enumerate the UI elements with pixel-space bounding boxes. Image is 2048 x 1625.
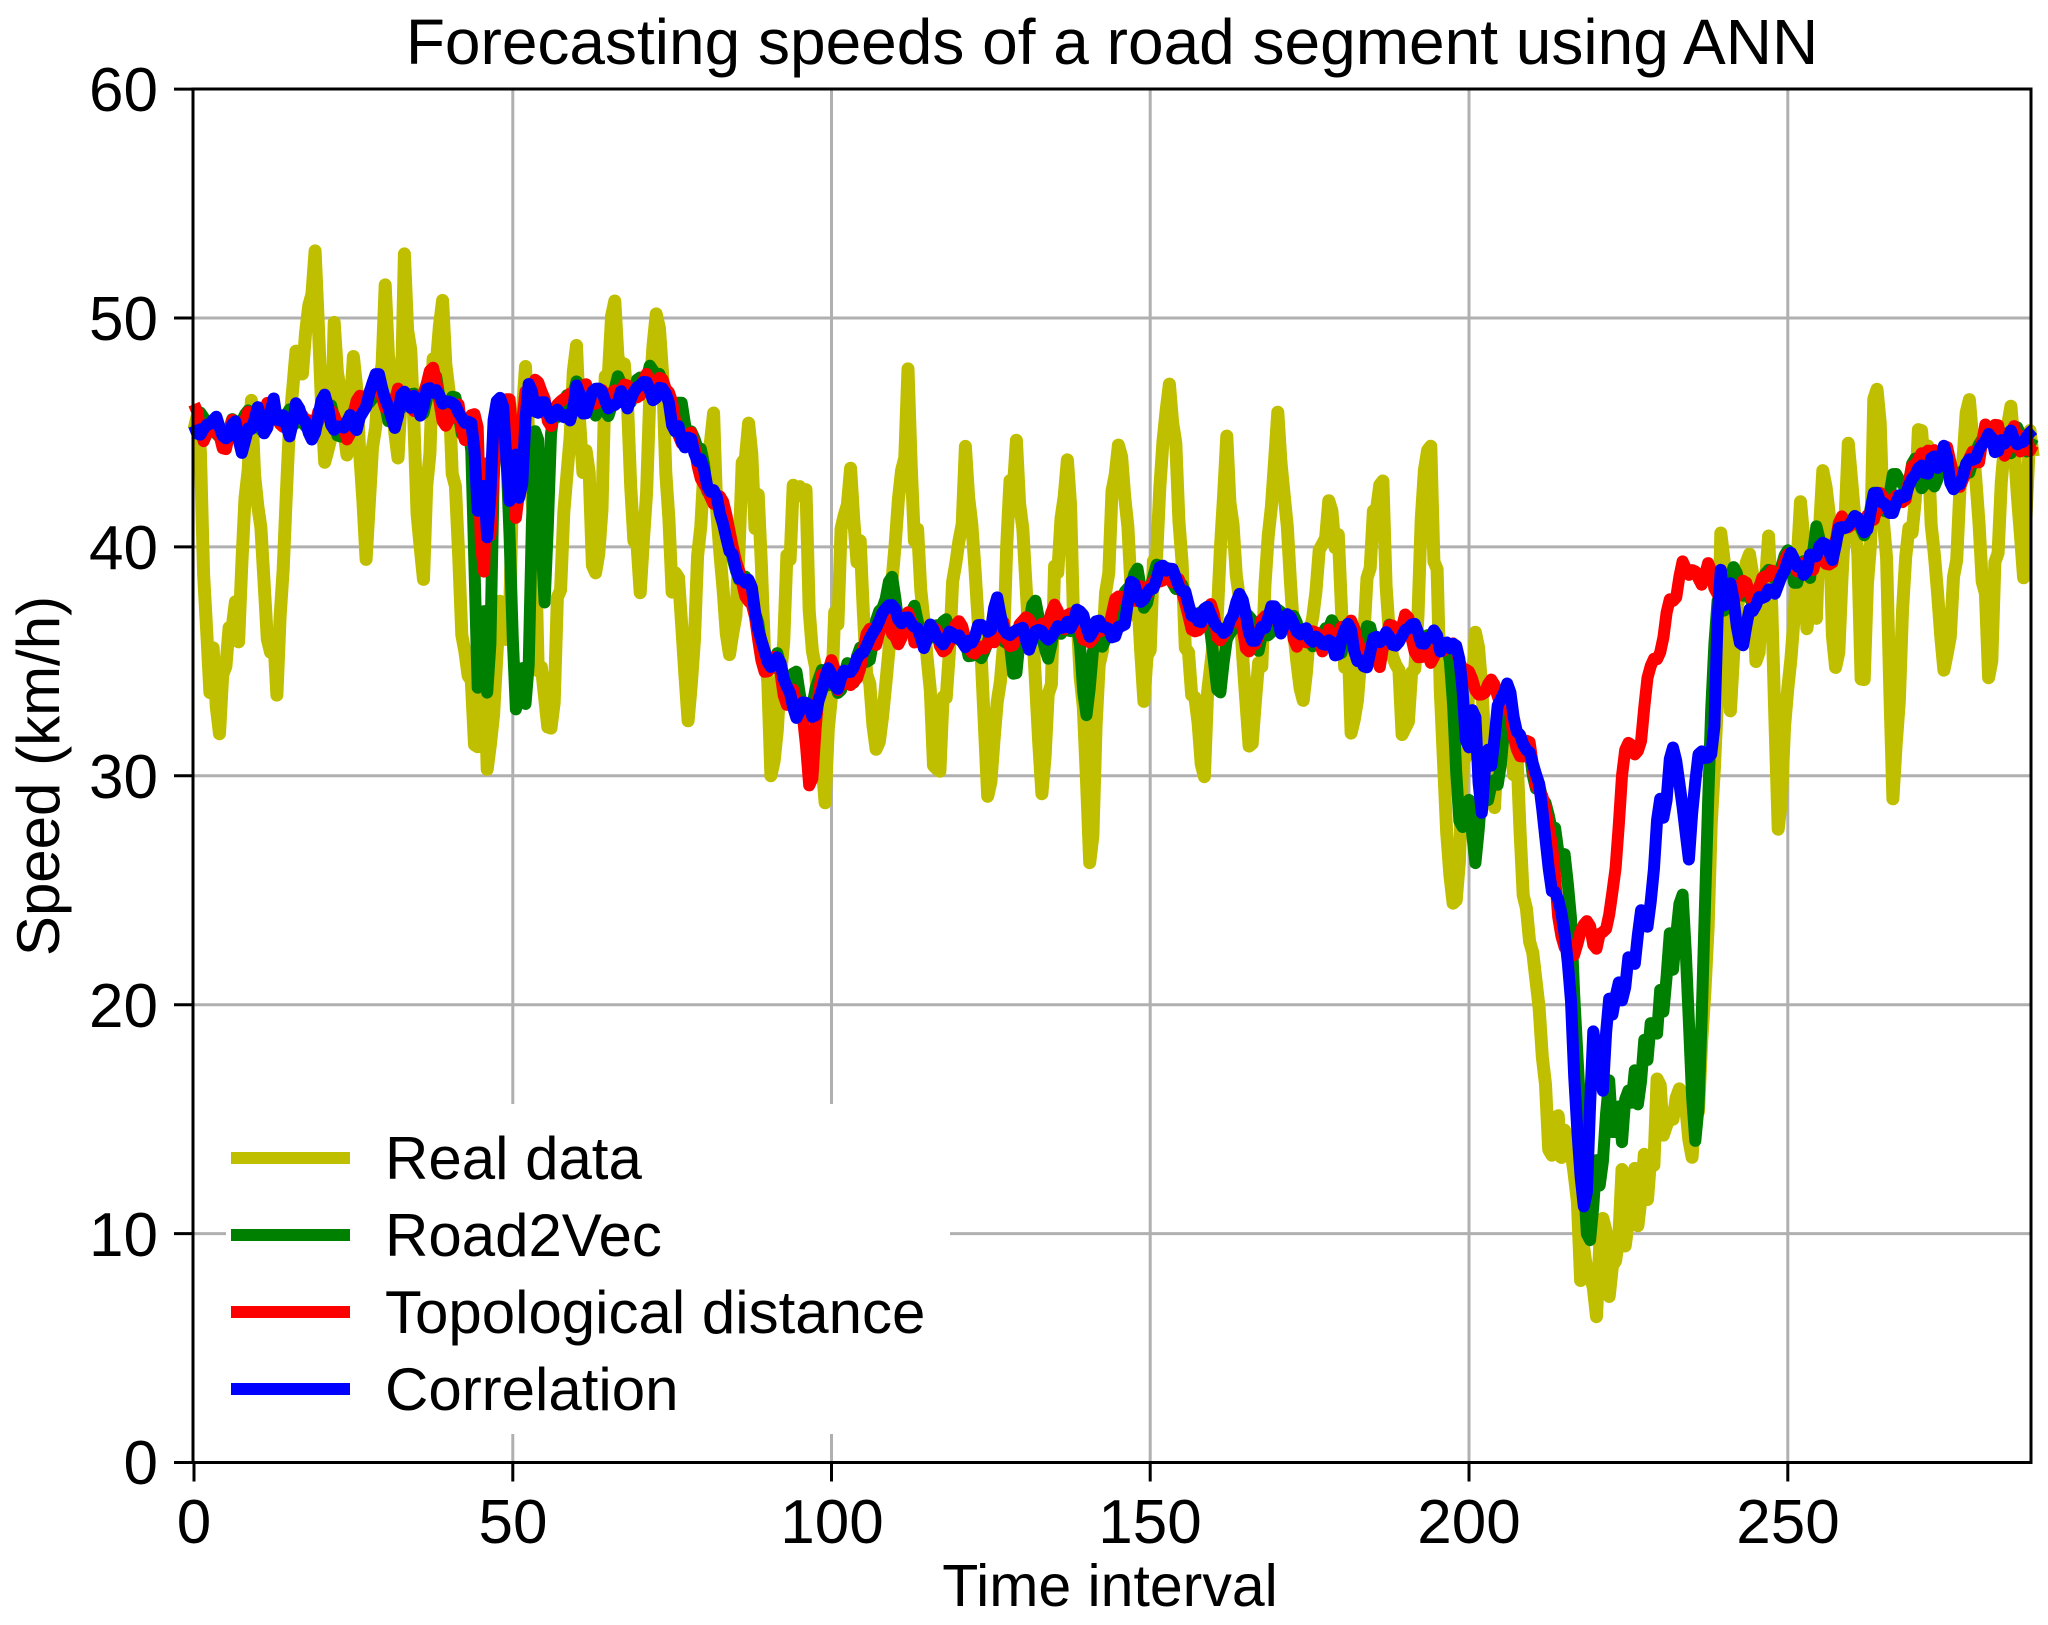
svg-text:Time interval: Time interval <box>942 1553 1278 1619</box>
svg-text:50: 50 <box>89 285 158 354</box>
svg-text:150: 150 <box>1098 1488 1201 1557</box>
svg-text:Real data: Real data <box>385 1125 642 1192</box>
svg-text:250: 250 <box>1736 1488 1839 1557</box>
svg-text:100: 100 <box>780 1488 883 1557</box>
svg-text:50: 50 <box>479 1488 548 1557</box>
svg-text:30: 30 <box>89 743 158 812</box>
svg-text:Road2Vec: Road2Vec <box>385 1202 662 1269</box>
svg-text:Speed (km/h): Speed (km/h) <box>5 596 72 956</box>
svg-text:Topological distance: Topological distance <box>385 1279 925 1346</box>
svg-text:Correlation: Correlation <box>385 1356 678 1423</box>
svg-text:40: 40 <box>89 514 158 583</box>
svg-text:0: 0 <box>124 1429 158 1498</box>
svg-text:200: 200 <box>1417 1488 1520 1557</box>
svg-text:Forecasting speeds of a road s: Forecasting speeds of a road segment usi… <box>406 6 1818 78</box>
svg-text:0: 0 <box>177 1488 211 1557</box>
svg-text:60: 60 <box>89 56 158 125</box>
svg-text:10: 10 <box>89 1201 158 1270</box>
svg-text:20: 20 <box>89 972 158 1041</box>
